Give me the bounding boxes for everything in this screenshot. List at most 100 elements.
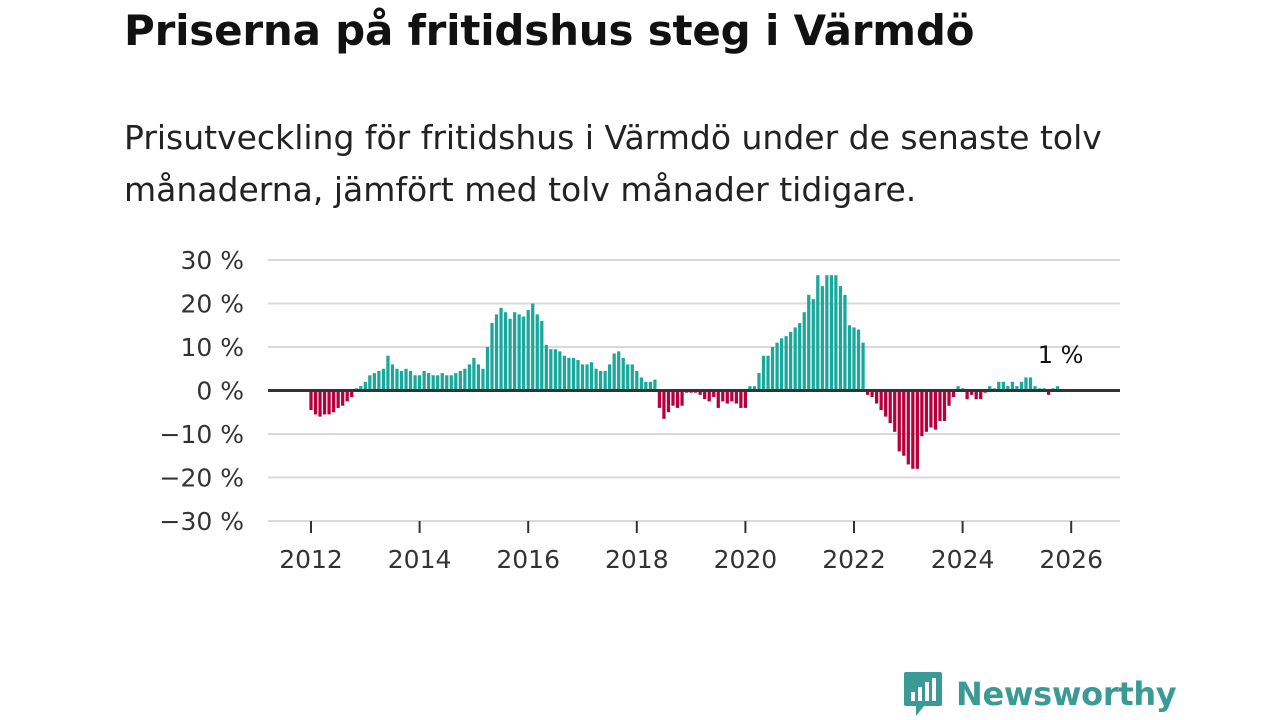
y-tick-label: 10 %	[180, 333, 244, 362]
bar	[309, 390, 313, 411]
bar	[680, 390, 684, 406]
bar	[653, 379, 657, 391]
bar	[1015, 386, 1019, 391]
bar	[540, 320, 544, 391]
bar	[757, 373, 761, 391]
bar	[770, 347, 775, 391]
bar	[427, 373, 431, 391]
bar	[956, 386, 960, 391]
bar	[761, 355, 766, 391]
last-value-annotation: 1 %	[1038, 341, 1084, 369]
bar	[476, 364, 481, 391]
bar	[884, 390, 888, 417]
bar	[721, 390, 725, 402]
bar	[648, 381, 653, 391]
bar	[703, 390, 707, 400]
bar	[847, 325, 852, 391]
y-tick-label: −20 %	[160, 464, 244, 493]
bar	[517, 314, 521, 391]
bar	[544, 344, 548, 391]
bar	[345, 390, 349, 402]
bar	[313, 390, 318, 415]
bar	[481, 368, 485, 391]
bar	[381, 368, 386, 391]
bar	[870, 390, 874, 398]
bar	[386, 355, 390, 391]
y-tick-label: 30 %	[180, 246, 244, 275]
bar	[933, 390, 938, 430]
bar	[911, 390, 915, 469]
bar	[725, 390, 729, 404]
bar	[888, 390, 892, 424]
bar	[463, 368, 467, 391]
bar	[816, 275, 820, 391]
y-tick-label: −10 %	[160, 420, 244, 449]
newsworthy-logo-icon	[904, 672, 942, 716]
bar	[784, 336, 788, 391]
bar	[675, 390, 680, 408]
bar	[666, 390, 671, 413]
bar	[336, 390, 340, 408]
y-tick-label: 0 %	[196, 377, 244, 406]
bar	[906, 390, 910, 465]
bar	[897, 390, 901, 452]
bar	[970, 390, 974, 395]
y-tick-label: 20 %	[180, 290, 244, 319]
bar	[834, 275, 838, 391]
bar	[499, 307, 503, 391]
bar	[793, 327, 797, 391]
bar	[739, 390, 743, 408]
x-tick-label: 2022	[822, 545, 886, 574]
bar	[395, 368, 399, 391]
bar	[662, 390, 666, 419]
bar	[417, 375, 422, 391]
bar	[408, 370, 413, 391]
bar	[503, 312, 508, 391]
bar	[947, 390, 951, 406]
bar	[621, 357, 625, 391]
bar	[716, 390, 720, 408]
bar	[558, 351, 562, 391]
bar	[1010, 381, 1015, 391]
bar	[1033, 386, 1037, 391]
bar	[893, 390, 897, 432]
bar	[752, 386, 757, 391]
bar	[422, 370, 426, 391]
bar	[603, 370, 607, 391]
bar	[612, 353, 616, 391]
bar	[879, 390, 883, 411]
bar	[965, 390, 969, 400]
bar	[522, 316, 526, 391]
brand-logo: Newsworthy	[902, 670, 1177, 718]
bar	[789, 331, 793, 391]
bar	[390, 364, 395, 391]
x-tick-label: 2018	[605, 545, 669, 574]
bar	[775, 342, 779, 391]
bar	[494, 314, 499, 391]
bar	[734, 390, 738, 404]
bar	[490, 323, 494, 391]
x-tick-label: 2014	[388, 545, 452, 574]
bar	[608, 364, 612, 391]
bar	[838, 286, 843, 391]
bar	[915, 390, 919, 469]
bar	[920, 390, 924, 437]
bar	[951, 390, 956, 398]
bar	[852, 327, 856, 391]
bar	[322, 390, 327, 415]
bar	[929, 390, 933, 428]
bar	[454, 373, 458, 391]
bar	[974, 390, 978, 400]
bar	[576, 360, 580, 391]
bar	[526, 310, 530, 391]
bar	[843, 294, 847, 391]
bar	[1056, 386, 1060, 391]
bar	[811, 299, 815, 391]
bar	[580, 364, 585, 391]
bar	[825, 275, 829, 391]
bar	[440, 373, 444, 391]
bar	[865, 390, 870, 395]
bar	[1028, 377, 1033, 391]
bar	[368, 375, 372, 391]
bar	[988, 386, 992, 391]
